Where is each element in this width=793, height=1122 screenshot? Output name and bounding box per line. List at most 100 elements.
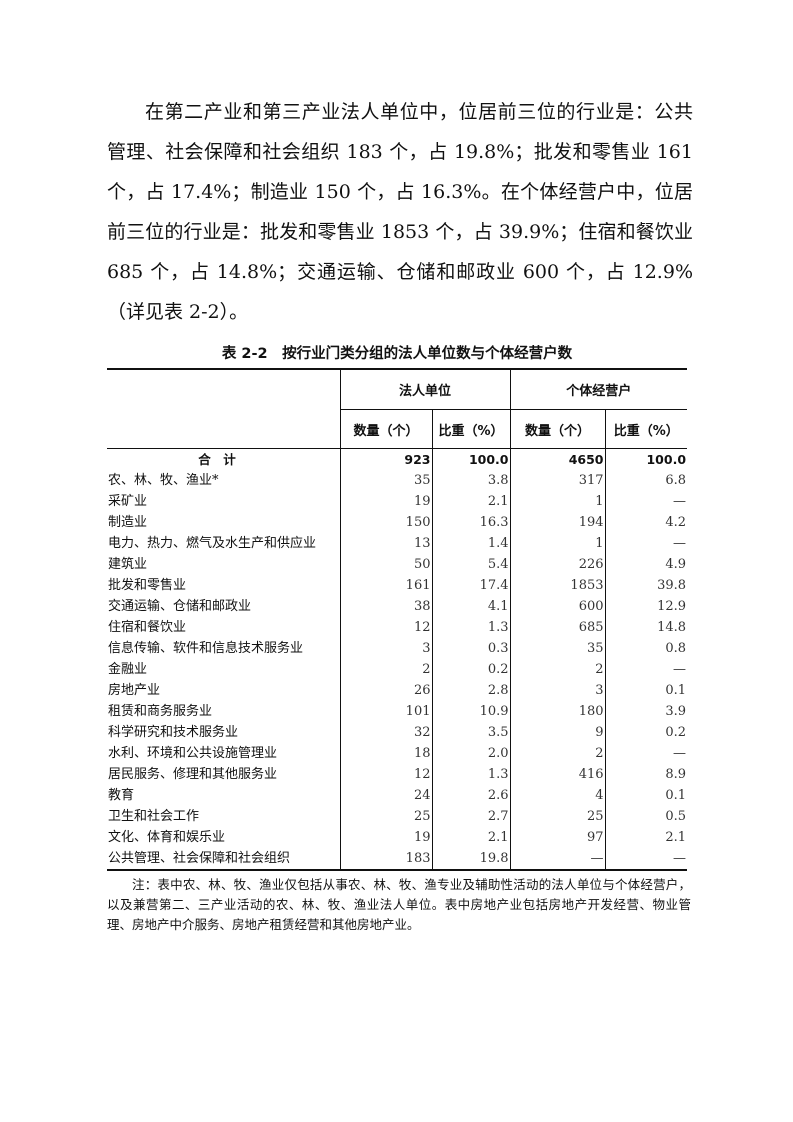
cell: 24 [339, 785, 432, 806]
cell: 0.2 [604, 722, 688, 743]
cell: — [604, 491, 688, 512]
cell: 100.0 [604, 448, 688, 470]
cell: 35 [509, 638, 606, 659]
cell: 1.3 [431, 617, 511, 638]
cell: 2 [509, 743, 606, 764]
cell: 1 [509, 533, 606, 554]
table-row: 文化、体育和娱乐业 19 2.1 97 2.1 [107, 827, 688, 848]
cell: 161 [339, 575, 432, 596]
cell: 2.1 [604, 827, 688, 848]
cell: 0.3 [431, 638, 511, 659]
cell: 14.8 [604, 617, 688, 638]
cell: 2.8 [431, 680, 511, 701]
cell: — [604, 848, 688, 870]
cell: 12 [339, 617, 432, 638]
table-row: 采矿业 19 2.1 1— [107, 491, 688, 512]
cell: 2 [339, 659, 432, 680]
row-name: 合计 [198, 452, 249, 467]
cell: 2.1 [431, 827, 511, 848]
cell: 5.4 [431, 554, 511, 575]
table-row: 制造业 150 16.3 194 4.2 [107, 512, 688, 533]
cell: 101 [339, 701, 432, 722]
row-name: 住宿和餐饮业 [108, 620, 187, 635]
row-name: 采矿业 [108, 494, 148, 509]
row-name: 文化、体育和娱乐业 [108, 830, 226, 845]
table-row: 农、林、牧、渔业* 35 3.8 317 6.8 [107, 470, 688, 491]
cell: 317 [509, 470, 606, 491]
cell: 97 [509, 827, 606, 848]
table-row: 信息传输、软件和信息技术服务业 3 0.3 35 0.8 [107, 638, 688, 659]
table-row: 科学研究和技术服务业 32 3.5 9 0.2 [107, 722, 688, 743]
cell: 3.5 [431, 722, 511, 743]
row-name: 信息传输、软件和信息技术服务业 [108, 641, 304, 656]
table-row: 教育 24 2.6 4 0.1 [107, 785, 688, 806]
cell: 1.3 [431, 764, 511, 785]
header-count: 数量（个） [509, 409, 606, 449]
cell: 1 [509, 491, 606, 512]
cell: 0.5 [604, 806, 688, 827]
cell: — [604, 743, 688, 764]
cell: 100.0 [431, 448, 511, 470]
cell: 4 [509, 785, 606, 806]
cell: 17.4 [431, 575, 511, 596]
cell: 194 [509, 512, 606, 533]
row-name: 卫生和社会工作 [108, 809, 200, 824]
row-name: 批发和零售业 [108, 578, 187, 593]
cell: 0.2 [431, 659, 511, 680]
header-count: 数量（个） [339, 409, 432, 449]
cell: 3.9 [604, 701, 688, 722]
cell: 26 [339, 680, 432, 701]
table-row: 卫生和社会工作 25 2.7 25 0.5 [107, 806, 688, 827]
cell: 35 [339, 470, 432, 491]
cell: 19.8 [431, 848, 511, 870]
cell: 50 [339, 554, 432, 575]
table-row: 交通运输、仓储和邮政业 38 4.1 600 12.9 [107, 596, 688, 617]
cell: 2.0 [431, 743, 511, 764]
row-name: 水利、环境和公共设施管理业 [108, 746, 278, 761]
header-legal-units: 法人单位 [339, 369, 511, 410]
industry-table: 法人单位 个体经营户 数量（个） 比重（%） 数量（个） 比重（%） 合计 92… [107, 368, 688, 871]
cell: 18 [339, 743, 432, 764]
cell: 13 [339, 533, 432, 554]
cell: 2 [509, 659, 606, 680]
cell: 3 [509, 680, 606, 701]
cell: 0.1 [604, 680, 688, 701]
table-row: 建筑业 50 5.4 226 4.9 [107, 554, 688, 575]
cell: 25 [509, 806, 606, 827]
cell: 2.1 [431, 491, 511, 512]
header-blank [107, 369, 340, 449]
cell: 180 [509, 701, 606, 722]
cell: 2.7 [431, 806, 511, 827]
row-name: 金融业 [108, 662, 148, 677]
cell: 150 [339, 512, 432, 533]
table-row: 房地产业 26 2.8 3 0.1 [107, 680, 688, 701]
cell: 12.9 [604, 596, 688, 617]
cell: 25 [339, 806, 432, 827]
table-title: 表 2-2 按行业门类分组的法人单位数与个体经营户数 [221, 346, 573, 362]
cell: 19 [339, 827, 432, 848]
page-content: 在第二产业和第三产业法人单位中，位居前三位的行业是：公共管理、社会保障和社会组织… [107, 101, 693, 932]
cell: 1.4 [431, 533, 511, 554]
cell: 38 [339, 596, 432, 617]
cell: 2.6 [431, 785, 511, 806]
cell: 600 [509, 596, 606, 617]
table-row: 居民服务、修理和其他服务业 12 1.3 416 8.9 [107, 764, 688, 785]
cell: 923 [339, 448, 432, 470]
cell: 4.1 [431, 596, 511, 617]
row-name: 教育 [108, 788, 135, 803]
table-row: 批发和零售业 161 17.4 1853 39.8 [107, 575, 688, 596]
cell: 183 [339, 848, 432, 870]
row-name: 科学研究和技术服务业 [108, 725, 239, 740]
body-paragraph: 在第二产业和第三产业法人单位中，位居前三位的行业是：公共管理、社会保障和社会组织… [107, 101, 693, 323]
cell: 0.1 [604, 785, 688, 806]
cell: 4.9 [604, 554, 688, 575]
row-name: 租赁和商务服务业 [108, 704, 213, 719]
table-row: 住宿和餐饮业 12 1.3 685 14.8 [107, 617, 688, 638]
cell: 416 [509, 764, 606, 785]
row-name: 交通运输、仓储和邮政业 [108, 599, 252, 614]
cell: 3.8 [431, 470, 511, 491]
row-name: 制造业 [108, 515, 148, 530]
row-name: 电力、热力、燃气及水生产和供应业 [108, 536, 317, 551]
cell: 0.8 [604, 638, 688, 659]
table-row: 水利、环境和公共设施管理业 18 2.0 2— [107, 743, 688, 764]
